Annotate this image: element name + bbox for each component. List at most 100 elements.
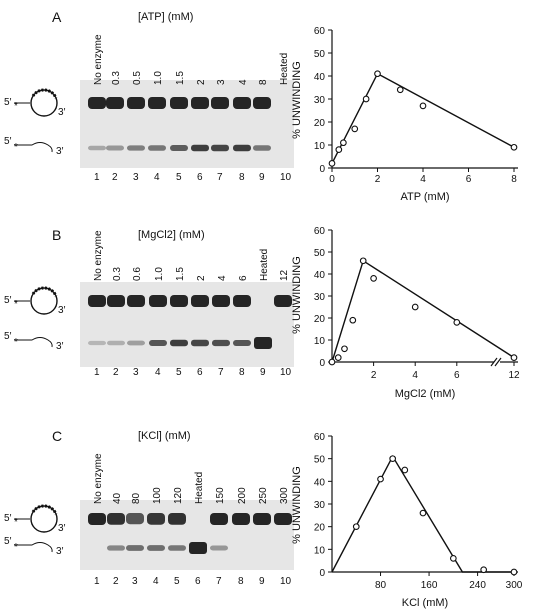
lane-label: 0.6 [132, 267, 143, 281]
lane-label: 4 [217, 275, 228, 281]
substrate-band [170, 97, 188, 109]
product-3-label: 3′ [56, 146, 64, 157]
data-point [389, 455, 397, 463]
x-axis-label: MgCl2 (mM) [395, 388, 456, 400]
data-point [510, 143, 518, 151]
data-point [419, 509, 427, 517]
product-band [126, 545, 144, 551]
lane-number: 3 [132, 576, 138, 587]
substrate-band [253, 513, 271, 525]
substrate-band [253, 97, 271, 109]
substrate-3-label: 3′ [58, 107, 66, 118]
product-band [191, 339, 209, 347]
y-tick-label: 40 [314, 72, 326, 83]
lane-number: 1 [94, 172, 100, 183]
product-5-label: 5′ [4, 331, 12, 342]
y-tick-label: 60 [314, 432, 326, 443]
y-tick-label: 60 [314, 26, 326, 37]
lane-number: 7 [216, 576, 222, 587]
y-tick-label: 0 [319, 164, 325, 175]
product-band [106, 145, 124, 151]
data-point [328, 358, 336, 366]
substrate-band [274, 295, 292, 307]
substrate-band [191, 97, 209, 109]
substrate-band [168, 513, 186, 525]
radiolabel-star: * [14, 517, 18, 528]
x-tick-label: 12 [508, 370, 520, 381]
circular-dna [30, 287, 58, 315]
radiolabel-star: * [14, 299, 18, 310]
lane-number: 5 [174, 576, 180, 587]
lane-label: 100 [152, 487, 163, 504]
x-tick-label: 8 [511, 174, 517, 185]
lane-number: 6 [197, 367, 203, 378]
lane-label: No enzyme [93, 34, 104, 85]
lane-number: 9 [260, 367, 266, 378]
substrate-band [88, 295, 106, 307]
product-band [191, 144, 209, 152]
gel-background [80, 500, 294, 570]
data-point [352, 523, 360, 531]
data-point [411, 303, 419, 311]
x-tick-label: 80 [375, 580, 387, 591]
substrate-band [148, 97, 166, 109]
circular-dna [30, 505, 58, 533]
radiolabel-star: * [14, 337, 18, 348]
lane-label: 1.5 [175, 71, 186, 85]
product-band [170, 339, 188, 347]
data-point [328, 160, 336, 167]
lane-number: 10 [280, 172, 292, 183]
fit-line [331, 72, 515, 164]
lane-number: 10 [280, 367, 292, 378]
data-point [334, 354, 342, 361]
substrate-band [170, 295, 188, 307]
lane-label: 1.5 [175, 267, 186, 281]
lane-number: 8 [239, 367, 245, 378]
substrate-band [127, 295, 145, 307]
lane-label: No enzyme [93, 230, 104, 281]
x-tick-label: 240 [469, 580, 486, 591]
substrate-band [88, 97, 106, 109]
lane-number: 7 [217, 172, 223, 183]
data-point [370, 275, 377, 282]
lane-number: 1 [94, 576, 100, 587]
panel-letter-b: B [52, 227, 61, 243]
lane-number: 2 [113, 576, 119, 587]
substrate-band [233, 97, 251, 109]
lane-number: 10 [280, 576, 292, 587]
product-band [107, 340, 125, 346]
lane-label: Heated [194, 472, 205, 504]
substrate-5-label: 5′ [4, 97, 12, 108]
substrate-band [107, 513, 125, 525]
y-tick-label: 0 [319, 358, 325, 369]
free-oligo [14, 542, 53, 553]
lane-number: 6 [195, 576, 201, 587]
fit-line [331, 454, 514, 573]
y-axis-label: % UNWINDING [291, 256, 303, 334]
data-point [377, 475, 384, 483]
data-point [374, 70, 381, 78]
lane-number: 2 [112, 172, 118, 183]
product-band [127, 340, 145, 346]
lane-label: 8 [258, 79, 269, 85]
lane-number: 4 [153, 576, 159, 587]
data-point [351, 125, 359, 133]
y-tick-label: 40 [314, 270, 326, 281]
x-axis-label: KCl (mM) [402, 597, 448, 609]
x-tick-label: 4 [420, 174, 426, 185]
free-oligo [14, 142, 53, 153]
panel-letter-c: C [52, 428, 62, 444]
product-band [189, 542, 207, 554]
x-tick-label: 160 [421, 580, 438, 591]
x-tick-label: 4 [412, 370, 418, 381]
y-tick-label: 20 [314, 523, 326, 534]
data-point [349, 316, 357, 324]
product-band [127, 145, 145, 151]
x-tick-label: 2 [375, 174, 381, 185]
lane-number: 6 [197, 172, 203, 183]
axis-break-mark [490, 357, 498, 367]
product-band [88, 145, 106, 151]
y-tick-label: 20 [314, 118, 326, 129]
lane-number: 7 [218, 367, 224, 378]
